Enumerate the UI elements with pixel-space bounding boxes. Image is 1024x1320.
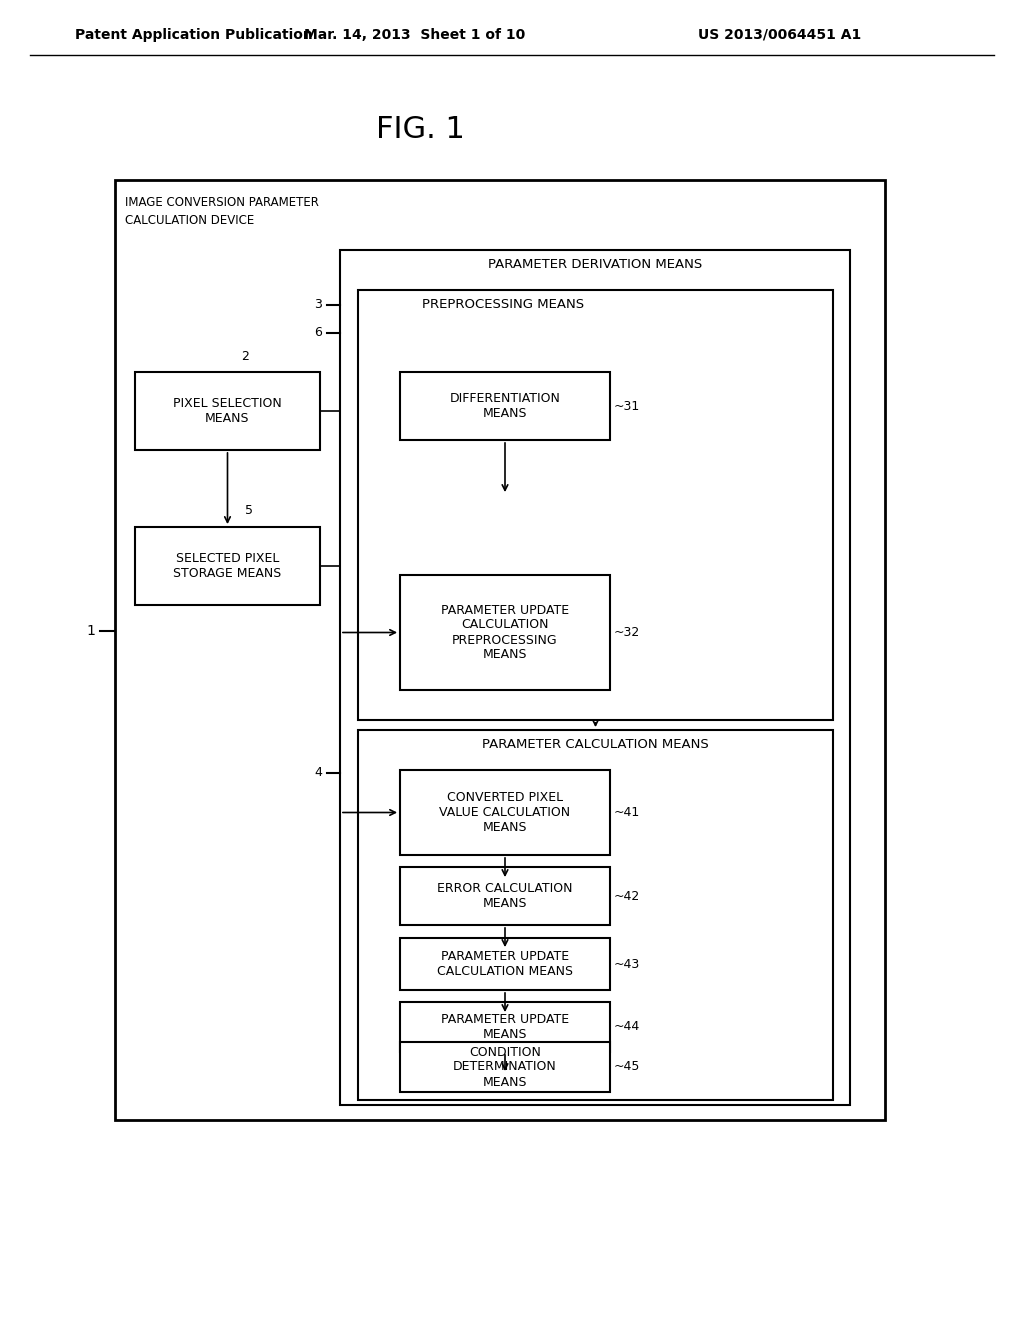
Text: ERROR CALCULATION
MEANS: ERROR CALCULATION MEANS bbox=[437, 882, 572, 909]
Text: CONDITION
DETERMINATION
MEANS: CONDITION DETERMINATION MEANS bbox=[454, 1045, 557, 1089]
Bar bbox=[400, 770, 610, 855]
Text: FIG. 1: FIG. 1 bbox=[376, 116, 465, 144]
Bar bbox=[135, 372, 319, 450]
Bar bbox=[400, 576, 610, 690]
Text: ~31: ~31 bbox=[614, 400, 640, 412]
Text: Mar. 14, 2013  Sheet 1 of 10: Mar. 14, 2013 Sheet 1 of 10 bbox=[304, 28, 525, 42]
Text: 1: 1 bbox=[87, 624, 95, 638]
Bar bbox=[115, 180, 885, 1119]
Text: PIXEL SELECTION
MEANS: PIXEL SELECTION MEANS bbox=[173, 397, 282, 425]
Text: PREPROCESSING MEANS: PREPROCESSING MEANS bbox=[422, 298, 584, 312]
Text: ~41: ~41 bbox=[614, 807, 640, 818]
Bar bbox=[358, 290, 833, 719]
Text: PARAMETER UPDATE
CALCULATION
PREPROCESSING
MEANS: PARAMETER UPDATE CALCULATION PREPROCESSI… bbox=[441, 603, 569, 661]
Text: 6: 6 bbox=[314, 326, 322, 339]
Bar bbox=[400, 867, 610, 925]
Bar bbox=[135, 527, 319, 605]
Text: CONVERTED PIXEL
VALUE CALCULATION
MEANS: CONVERTED PIXEL VALUE CALCULATION MEANS bbox=[439, 791, 570, 834]
Bar bbox=[358, 730, 833, 1100]
Text: 5: 5 bbox=[246, 504, 254, 517]
Text: PARAMETER UPDATE
CALCULATION MEANS: PARAMETER UPDATE CALCULATION MEANS bbox=[437, 950, 573, 978]
Text: ~42: ~42 bbox=[614, 890, 640, 903]
Bar bbox=[400, 1041, 610, 1092]
Text: IMAGE CONVERSION PARAMETER: IMAGE CONVERSION PARAMETER bbox=[125, 195, 318, 209]
Text: PARAMETER DERIVATION MEANS: PARAMETER DERIVATION MEANS bbox=[487, 259, 702, 272]
Bar bbox=[400, 939, 610, 990]
Text: CALCULATION DEVICE: CALCULATION DEVICE bbox=[125, 214, 254, 227]
Text: ~43: ~43 bbox=[614, 957, 640, 970]
Text: 4: 4 bbox=[314, 766, 322, 779]
Bar bbox=[340, 249, 850, 1105]
Bar bbox=[400, 1002, 610, 1052]
Text: DIFFERENTIATION
MEANS: DIFFERENTIATION MEANS bbox=[450, 392, 560, 420]
Text: 3: 3 bbox=[314, 298, 322, 312]
Text: 2: 2 bbox=[242, 350, 250, 363]
Text: SELECTED PIXEL
STORAGE MEANS: SELECTED PIXEL STORAGE MEANS bbox=[173, 552, 282, 579]
Text: ~44: ~44 bbox=[614, 1020, 640, 1034]
Text: US 2013/0064451 A1: US 2013/0064451 A1 bbox=[698, 28, 861, 42]
Text: ~45: ~45 bbox=[614, 1060, 640, 1073]
Bar bbox=[400, 372, 610, 440]
Text: Patent Application Publication: Patent Application Publication bbox=[75, 28, 312, 42]
Text: PARAMETER UPDATE
MEANS: PARAMETER UPDATE MEANS bbox=[441, 1012, 569, 1041]
Text: ~32: ~32 bbox=[614, 626, 640, 639]
Text: PARAMETER CALCULATION MEANS: PARAMETER CALCULATION MEANS bbox=[482, 738, 709, 751]
